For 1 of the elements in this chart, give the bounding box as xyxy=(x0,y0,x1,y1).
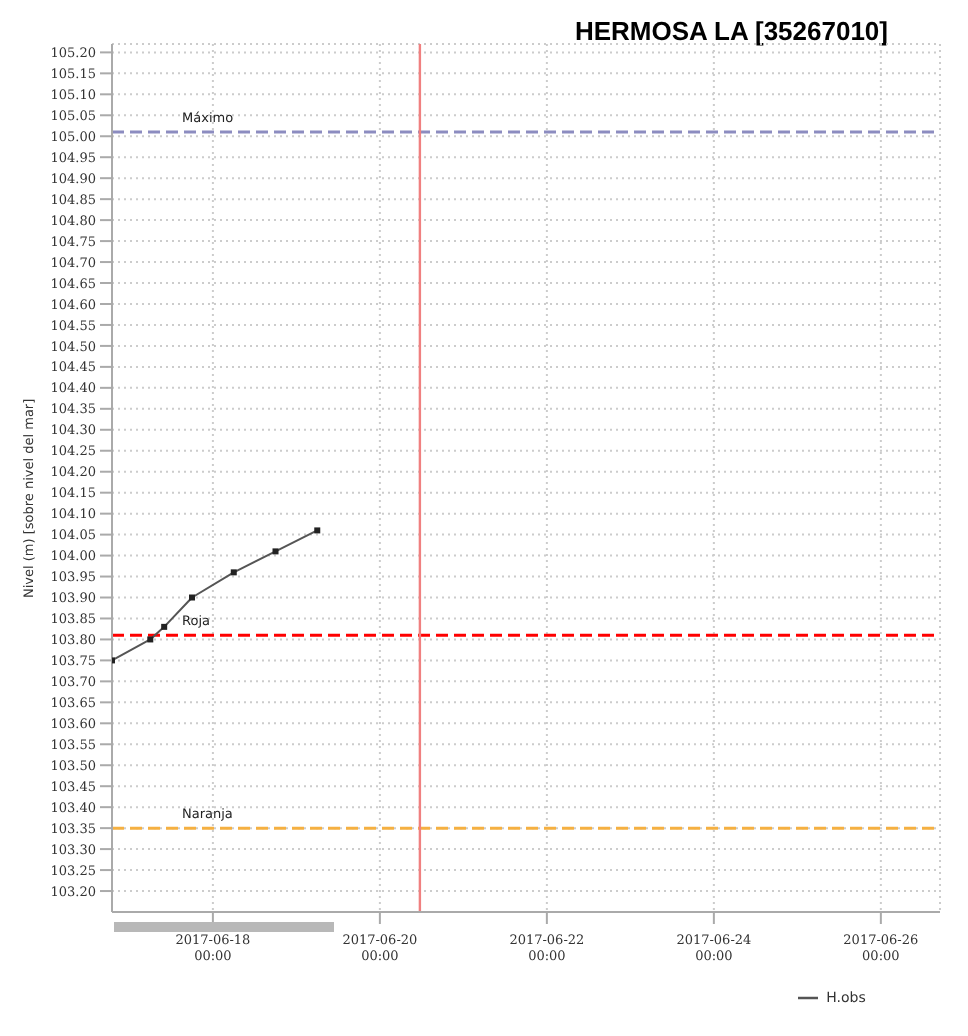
chart-title: HERMOSA LA [35267010] xyxy=(574,16,888,46)
